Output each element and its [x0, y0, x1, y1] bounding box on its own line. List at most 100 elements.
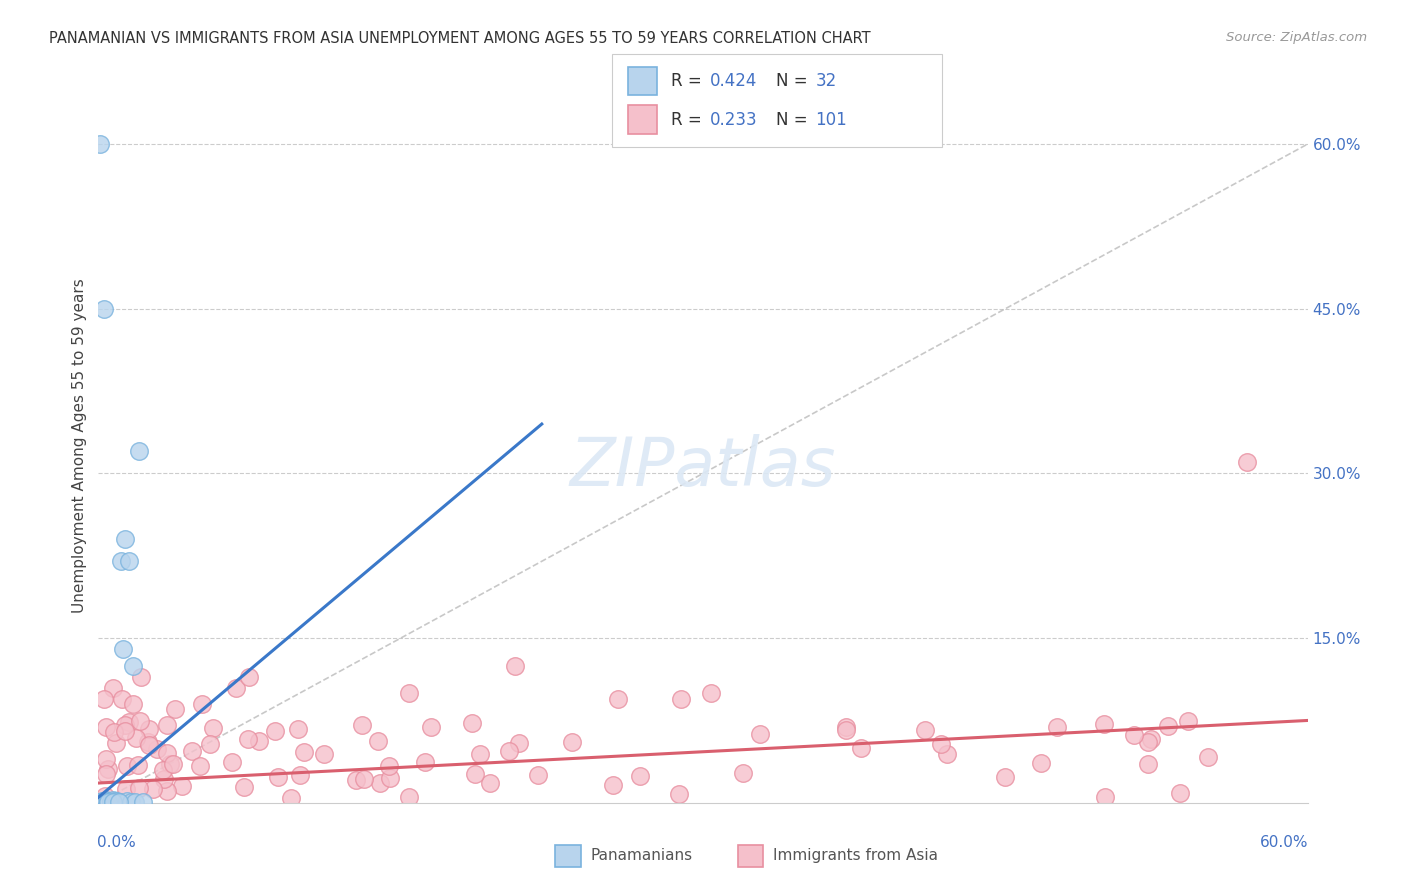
Immigrants from Asia: [103, 724, 125, 739]
Panamanians: [96, 795, 118, 809]
Immigrants from Asia: [128, 780, 150, 795]
Immigrants from Asia: [114, 718, 136, 732]
Panamanians: [103, 795, 125, 809]
Panamanians: [93, 301, 115, 316]
Immigrants from Asia: [508, 736, 530, 750]
Immigrants from Asia: [1197, 750, 1219, 764]
Immigrants from Asia: [121, 697, 143, 711]
Panamanians: [91, 794, 114, 808]
Text: ZIPatlas: ZIPatlas: [569, 434, 837, 500]
Immigrants from Asia: [101, 681, 124, 695]
Panamanians: [118, 554, 141, 568]
Panamanians: [107, 795, 129, 809]
Immigrants from Asia: [129, 669, 152, 683]
Panamanians: [107, 795, 129, 809]
Text: R =: R =: [671, 72, 707, 90]
Immigrants from Asia: [398, 686, 420, 700]
Immigrants from Asia: [138, 739, 160, 753]
Panamanians: [128, 444, 150, 458]
Immigrants from Asia: [170, 779, 193, 793]
Immigrants from Asia: [733, 765, 755, 780]
Panamanians: [124, 795, 146, 809]
Text: PANAMANIAN VS IMMIGRANTS FROM ASIA UNEMPLOYMENT AMONG AGES 55 TO 59 YEARS CORREL: PANAMANIAN VS IMMIGRANTS FROM ASIA UNEMP…: [49, 31, 870, 46]
Immigrants from Asia: [233, 780, 256, 794]
Immigrants from Asia: [128, 714, 150, 728]
Immigrants from Asia: [138, 735, 160, 749]
Immigrants from Asia: [159, 757, 181, 772]
Panamanians: [105, 794, 128, 808]
Immigrants from Asia: [292, 745, 315, 759]
Panamanians: [101, 795, 124, 809]
Immigrants from Asia: [94, 789, 117, 803]
Immigrants from Asia: [468, 747, 491, 761]
Immigrants from Asia: [1094, 790, 1116, 805]
Immigrants from Asia: [93, 691, 115, 706]
Immigrants from Asia: [111, 691, 134, 706]
Immigrants from Asia: [461, 715, 484, 730]
Immigrants from Asia: [156, 717, 179, 731]
Panamanians: [103, 794, 125, 808]
Immigrants from Asia: [114, 723, 136, 738]
Panamanians: [97, 795, 120, 809]
Immigrants from Asia: [127, 758, 149, 772]
Immigrants from Asia: [1139, 731, 1161, 746]
Immigrants from Asia: [287, 722, 309, 736]
Immigrants from Asia: [607, 691, 630, 706]
Panamanians: [91, 795, 114, 809]
Immigrants from Asia: [602, 779, 624, 793]
Immigrants from Asia: [115, 781, 138, 796]
Panamanians: [93, 794, 115, 808]
Text: N =: N =: [776, 72, 813, 90]
Immigrants from Asia: [96, 752, 118, 766]
Immigrants from Asia: [190, 697, 212, 711]
Immigrants from Asia: [138, 722, 160, 736]
Immigrants from Asia: [94, 766, 117, 780]
Panamanians: [93, 795, 115, 809]
Immigrants from Asia: [1092, 716, 1115, 731]
Immigrants from Asia: [353, 772, 375, 786]
Immigrants from Asia: [247, 733, 270, 747]
Immigrants from Asia: [153, 772, 176, 786]
Immigrants from Asia: [935, 747, 957, 761]
Immigrants from Asia: [835, 723, 858, 737]
Immigrants from Asia: [378, 771, 401, 785]
Text: R =: R =: [671, 111, 707, 128]
Immigrants from Asia: [225, 681, 247, 695]
Text: 0.0%: 0.0%: [97, 835, 136, 850]
Immigrants from Asia: [201, 721, 224, 735]
Immigrants from Asia: [929, 737, 952, 751]
Panamanians: [89, 795, 111, 809]
Immigrants from Asia: [1136, 734, 1159, 748]
Immigrants from Asia: [125, 731, 148, 745]
Immigrants from Asia: [413, 756, 436, 770]
Panamanians: [114, 533, 136, 547]
Panamanians: [101, 792, 124, 806]
Immigrants from Asia: [236, 731, 259, 746]
Panamanians: [101, 795, 124, 809]
Y-axis label: Unemployment Among Ages 55 to 59 years: Unemployment Among Ages 55 to 59 years: [72, 278, 87, 614]
Immigrants from Asia: [526, 768, 548, 782]
Panamanians: [111, 642, 134, 657]
Immigrants from Asia: [115, 759, 138, 773]
Immigrants from Asia: [156, 784, 179, 798]
Panamanians: [132, 795, 155, 809]
Immigrants from Asia: [200, 737, 222, 751]
Text: Source: ZipAtlas.com: Source: ZipAtlas.com: [1226, 31, 1367, 45]
Immigrants from Asia: [749, 727, 772, 741]
Immigrants from Asia: [628, 769, 651, 783]
Text: 60.0%: 60.0%: [1260, 835, 1309, 850]
Immigrants from Asia: [994, 770, 1017, 784]
Immigrants from Asia: [118, 715, 141, 730]
Text: Immigrants from Asia: Immigrants from Asia: [773, 848, 938, 863]
Immigrants from Asia: [503, 658, 526, 673]
Immigrants from Asia: [163, 702, 186, 716]
Immigrants from Asia: [105, 736, 128, 750]
Immigrants from Asia: [263, 723, 285, 738]
Immigrants from Asia: [464, 767, 486, 781]
Immigrants from Asia: [1029, 756, 1052, 770]
Panamanians: [115, 794, 138, 808]
Immigrants from Asia: [314, 747, 336, 762]
Immigrants from Asia: [344, 772, 367, 787]
Immigrants from Asia: [370, 775, 392, 789]
Text: 101: 101: [815, 111, 848, 128]
